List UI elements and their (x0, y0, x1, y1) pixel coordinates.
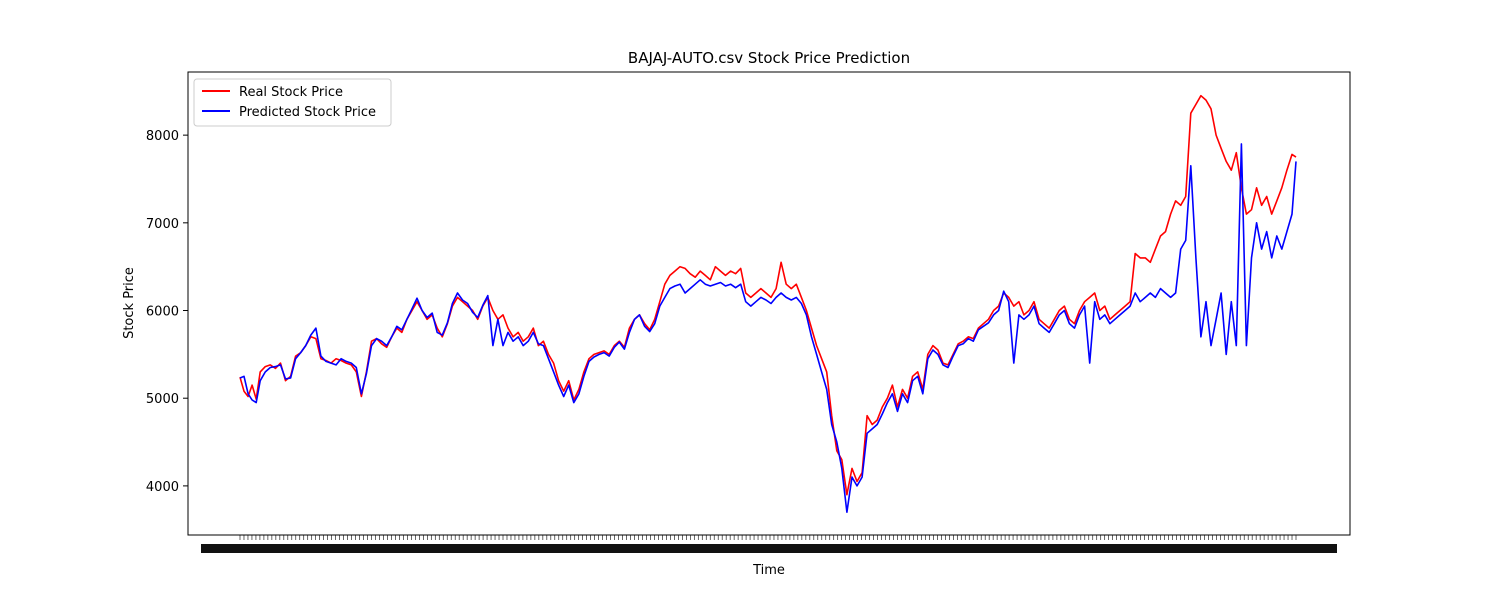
legend: Real Stock Price Predicted Stock Price (193, 78, 392, 127)
x-axis-label: Time (752, 563, 785, 578)
y-axis-label: Stock Price (122, 267, 137, 339)
series-line-real (239, 94, 1297, 496)
y-tick-label: 8000 (146, 129, 179, 144)
legend-label-real: Real Stock Price (239, 85, 343, 100)
chart-title: BAJAJ-AUTO.csv Stock Price Prediction (628, 49, 910, 67)
y-tick-label: 5000 (146, 392, 179, 407)
plot-area (187, 71, 1351, 536)
legend-label-predicted: Predicted Stock Price (239, 105, 376, 120)
y-axis-ticks: 4000 5000 6000 7000 8000 (146, 129, 188, 495)
series-line-predicted (239, 143, 1297, 514)
series-lines (239, 94, 1297, 514)
y-tick-label: 7000 (146, 217, 179, 232)
y-tick-label: 6000 (146, 305, 179, 320)
x-tick-labels-overlap (201, 544, 1337, 553)
legend-box (193, 78, 392, 127)
x-axis-ticks (201, 535, 1337, 553)
y-tick-label: 4000 (146, 480, 179, 495)
